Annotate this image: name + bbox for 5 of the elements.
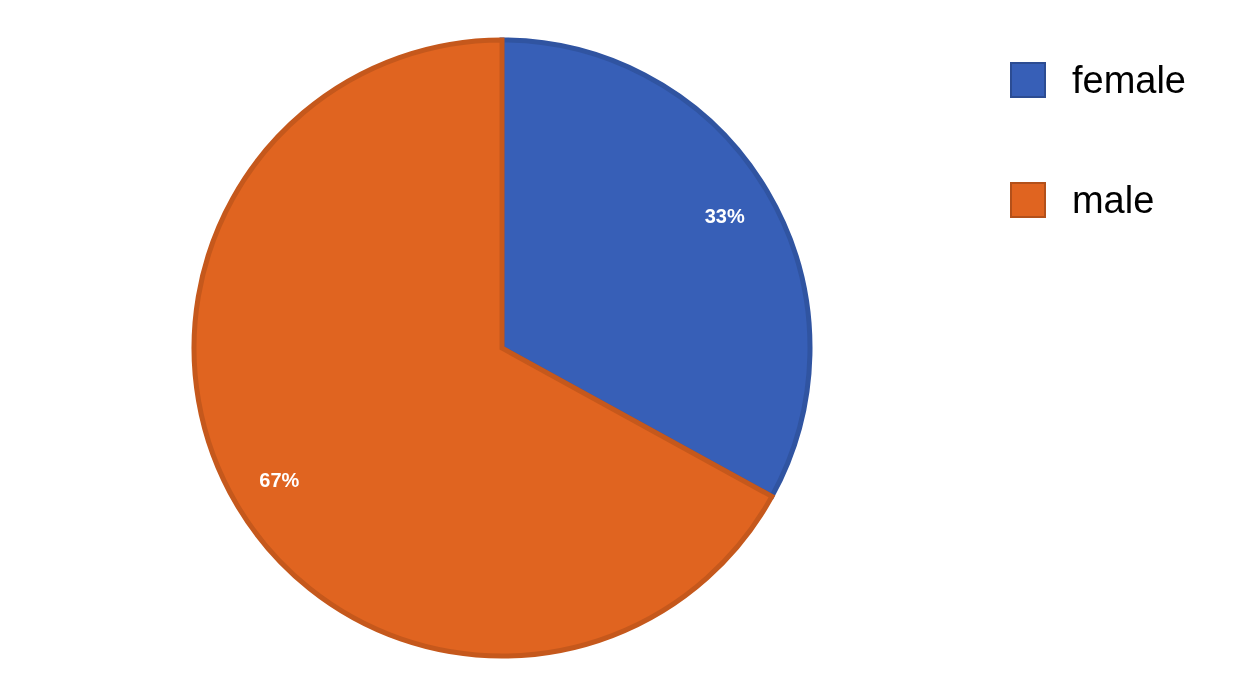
data-label: 33% — [704, 205, 745, 228]
legend-label: female — [1071, 58, 1186, 102]
legend-label: male — [1071, 178, 1155, 222]
pie-slice — [191, 37, 775, 659]
data-label: 67% — [259, 468, 300, 491]
